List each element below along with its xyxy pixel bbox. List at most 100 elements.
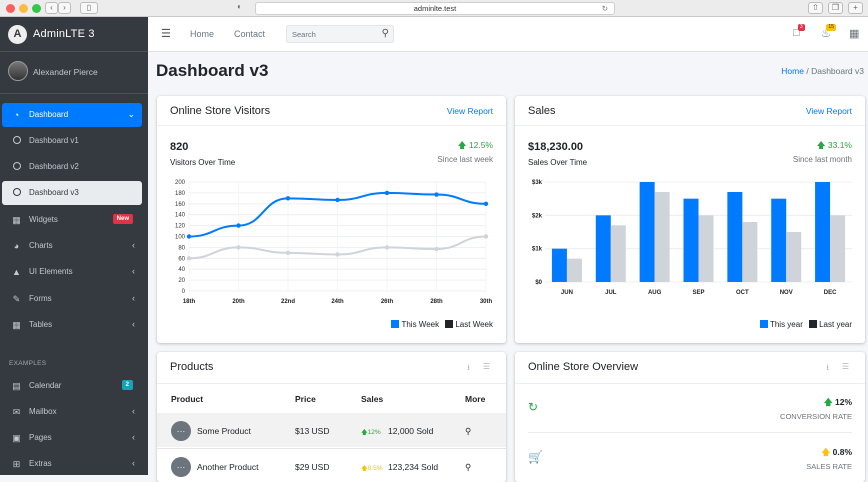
y-tick-label: 20 — [178, 278, 185, 284]
sales-change-value: 12% — [367, 429, 381, 436]
column-header-product: Product — [171, 394, 204, 404]
y-tick-label: 60 — [178, 256, 185, 262]
apps-grid-icon[interactable]: ▦ — [849, 28, 860, 40]
messages-count-badge: 3 — [797, 24, 805, 31]
arrow-up-icon: 🡅 — [361, 429, 368, 436]
sidebar-toggle-icon[interactable]: ▯ — [80, 2, 98, 14]
sales-subtitle: Sales Over Time — [528, 158, 588, 167]
sidebar-item-dashboard-v2[interactable]: Dashboard v2 — [2, 155, 142, 179]
zoom-window-button[interactable] — [32, 4, 41, 13]
sidebar-item-label: Pages — [29, 433, 52, 442]
x-tick-label: 18th — [183, 299, 196, 305]
breadcrumb-current: Dashboard v3 — [811, 66, 864, 76]
sidebar-header-examples: EXAMPLES — [9, 360, 47, 367]
hamburger-menu-icon[interactable]: ☰ — [161, 28, 171, 40]
legend-this-week: This Week — [401, 320, 440, 329]
sidebar-item-dashboard-v3[interactable]: Dashboard v3 — [2, 181, 142, 205]
legend-this-year: This year — [769, 320, 803, 329]
user-panel[interactable]: Alexander Pierce — [0, 52, 148, 94]
nav-home-link[interactable]: Home — [190, 29, 215, 39]
sidebar-item-charts[interactable]: ◕ Charts ‹ — [2, 234, 142, 258]
download-icon[interactable]: ⭳ — [826, 363, 829, 372]
sales-view-report-link[interactable]: View Report — [805, 106, 852, 116]
chevron-down-icon: ⌄ — [127, 109, 135, 119]
browser-toolbar: ‹ › ▯ ◐ adminlte.test ↻ ⇧ ❐ + — [0, 0, 868, 17]
sidebar-item-dashboard-v1[interactable]: Dashboard v1 — [2, 129, 142, 153]
new-tab-icon[interactable]: + — [848, 2, 863, 14]
visitors-view-report-link[interactable]: View Report — [446, 106, 493, 116]
brand-link[interactable]: A AdminLTE 3 — [0, 17, 148, 52]
share-icon[interactable]: ⇧ — [808, 2, 823, 14]
avatar — [8, 61, 28, 81]
column-header-more: More — [465, 394, 486, 404]
breadcrumb-home-link[interactable]: Home — [781, 66, 804, 76]
data-point — [186, 234, 192, 239]
reload-icon[interactable]: ↻ — [601, 4, 608, 13]
sidebar-item-extras[interactable]: ⊞ Extras ‹ — [2, 452, 142, 476]
table-row: … Another Product $29 USD 🡅0.5% 123,234 … — [157, 448, 506, 482]
circle-icon — [11, 136, 22, 146]
arrow-up-icon: 🡅 — [821, 447, 831, 457]
calendar-count-badge: 2 — [121, 380, 133, 390]
minimize-window-button[interactable] — [19, 4, 28, 13]
data-point — [434, 192, 439, 197]
search-icon[interactable]: ⚲ — [465, 462, 472, 472]
sidebar-item-label: Widgets — [29, 215, 58, 224]
menu-bars-icon[interactable]: ☰ — [482, 362, 490, 371]
download-icon[interactable]: ⭳ — [467, 363, 470, 372]
y-tick-label: 200 — [175, 180, 186, 186]
data-point — [434, 246, 439, 252]
data-point — [186, 256, 192, 261]
messages-icon[interactable]: □ 3 — [793, 24, 805, 39]
sidebar-item-forms[interactable]: ✎ Forms ‹ — [2, 287, 142, 311]
search-icon[interactable]: ⚲ — [381, 28, 389, 39]
sales-total: $18,230.00 — [528, 141, 584, 153]
cart-icon: 🛒 — [528, 450, 543, 464]
chevron-left-icon: ‹ — [132, 319, 135, 329]
sales-since: Since last month — [792, 155, 852, 164]
y-tick-label: 40 — [178, 267, 185, 273]
x-tick-label: 22nd — [281, 299, 295, 305]
data-point — [236, 245, 241, 250]
bar — [727, 192, 743, 282]
sidebar-item-label: UI Elements — [29, 267, 73, 276]
x-tick-label: 26th — [381, 299, 394, 305]
sales-change: 🡅12% — [361, 428, 381, 439]
visitors-subtitle: Visitors Over Time — [170, 158, 236, 167]
sidebar-item-widgets[interactable]: ▦ Widgets New — [2, 208, 142, 232]
tabs-icon[interactable]: ❐ — [828, 2, 843, 14]
sidebar-item-dashboard[interactable]: ◔ Dashboard ⌄ — [2, 103, 142, 127]
conversion-rate-number: 12% — [834, 397, 852, 407]
x-tick-label: NOV — [780, 290, 793, 296]
sales-card: Sales View Report $18,230.00 Sales Over … — [515, 96, 865, 343]
forward-icon[interactable]: › — [58, 2, 71, 14]
sidebar-item-pages[interactable]: ▣ Pages ‹ — [2, 426, 142, 450]
search-icon[interactable]: ⚲ — [465, 426, 472, 436]
bar — [595, 215, 611, 282]
privacy-icon[interactable]: ◐ — [237, 2, 242, 11]
sidebar-item-tables[interactable]: ▦ Tables ‹ — [2, 313, 142, 337]
sales-change: 🡅0.5% — [361, 464, 383, 475]
close-window-button[interactable] — [6, 4, 15, 13]
user-name[interactable]: Alexander Pierce — [33, 67, 98, 77]
notifications-bell-icon[interactable]: ♨ 15 — [821, 24, 836, 40]
nav-contact-link[interactable]: Contact — [234, 29, 266, 39]
address-bar[interactable]: adminlte.test ↻ — [255, 2, 615, 15]
search-input[interactable]: Search ⚲ — [286, 25, 394, 43]
visitors-legend: This Week Last Week — [391, 320, 493, 329]
envelope-icon: ✉ — [12, 407, 21, 417]
menu-bars-icon[interactable]: ☰ — [841, 362, 849, 371]
conversion-rate-value: 🡅 12% — [824, 397, 852, 411]
chevron-left-icon: ‹ — [132, 458, 135, 468]
legend-swatch-this-year — [759, 320, 768, 328]
sidebar-item-ui-elements[interactable]: ▲ UI Elements ‹ — [2, 260, 142, 284]
data-point — [384, 190, 390, 196]
sidebar-item-calendar[interactable]: ▤ Calendar 2 — [2, 374, 142, 398]
legend-last-week: Last Week — [455, 320, 493, 329]
sidebar-item-mailbox[interactable]: ✉ Mailbox ‹ — [2, 400, 142, 424]
data-point — [335, 252, 340, 257]
y-tick-label: $1k — [532, 247, 543, 253]
visitors-since: Since last week — [437, 155, 493, 164]
book-icon: ▣ — [12, 433, 21, 443]
back-icon[interactable]: ‹ — [45, 2, 58, 14]
